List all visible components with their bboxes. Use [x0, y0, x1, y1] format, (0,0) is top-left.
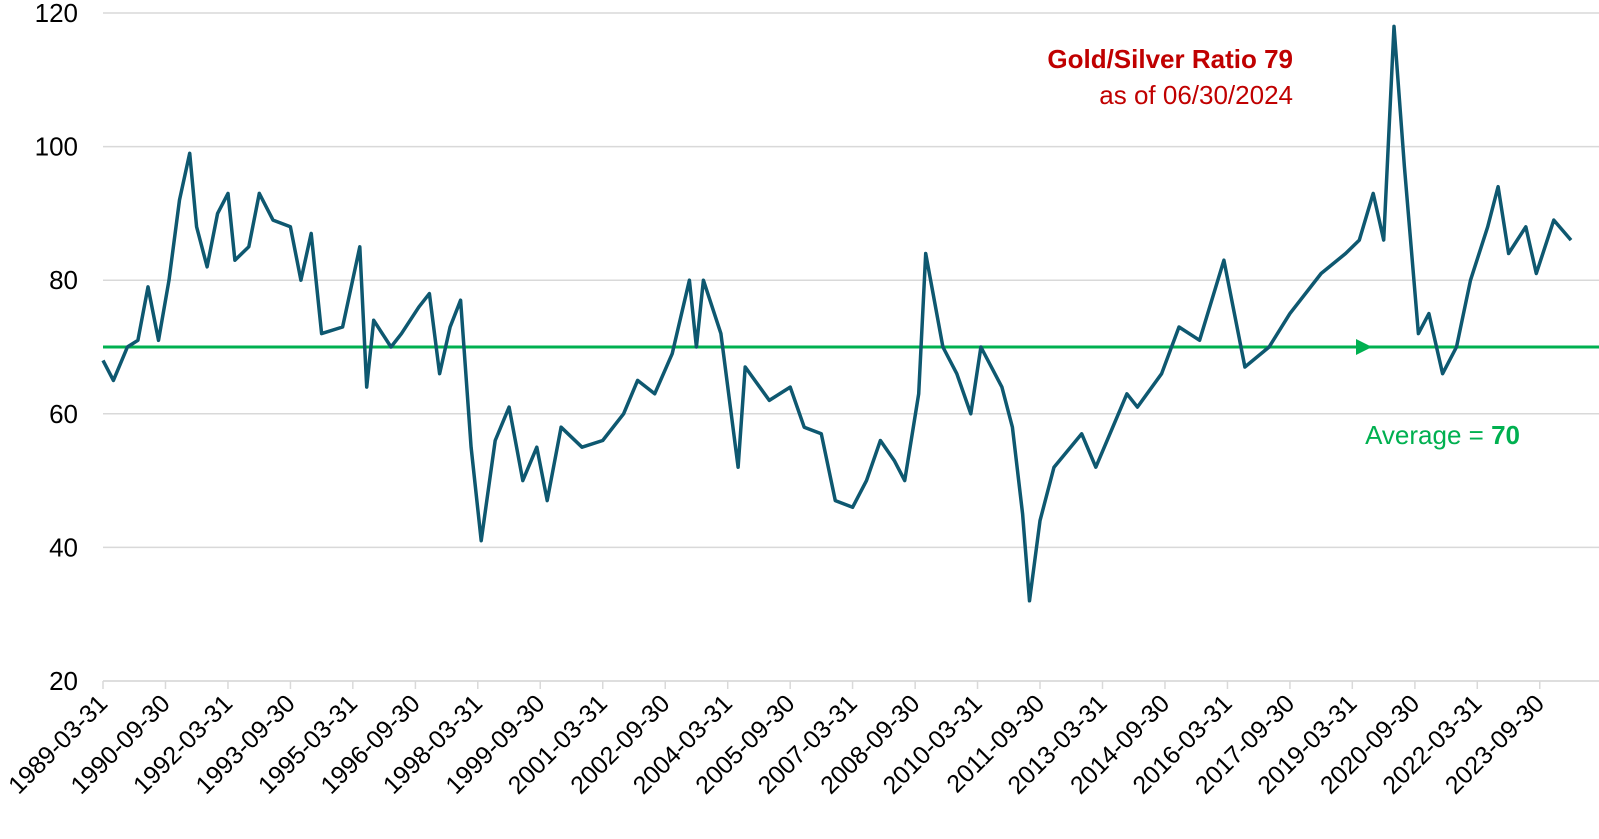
y-tick-label: 40	[49, 532, 78, 562]
y-tick-label: 60	[49, 399, 78, 429]
y-tick-label: 120	[35, 0, 78, 28]
y-tick-label: 100	[35, 132, 78, 162]
average-annotation: Average = 70	[1365, 420, 1520, 450]
average-value: 70	[1491, 420, 1520, 450]
average-label: Average =	[1365, 420, 1491, 450]
y-tick-label: 80	[49, 265, 78, 295]
data-line	[101, 24, 1573, 603]
annotation-subtitle: as of 06/30/2024	[1099, 80, 1293, 110]
annotation-title: Gold/Silver Ratio 79	[1047, 44, 1293, 74]
average-arrow	[1356, 339, 1372, 355]
y-tick-label: 20	[49, 666, 78, 696]
